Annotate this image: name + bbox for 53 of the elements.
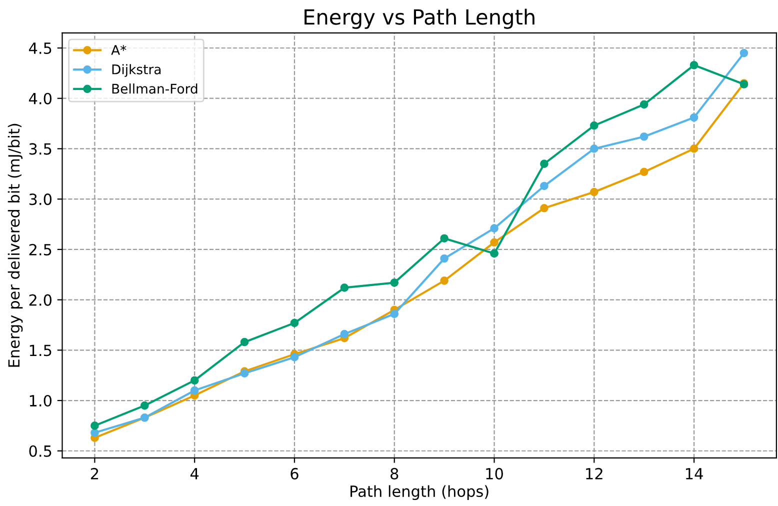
x-tick-label: 2: [90, 468, 98, 480]
point: [440, 254, 448, 263]
point: [690, 60, 698, 70]
point: [590, 144, 598, 153]
y-tick-label: 1.0: [30, 394, 52, 407]
x-tick-label: 8: [390, 468, 398, 480]
point: [690, 144, 698, 153]
point: [690, 113, 698, 122]
point: [190, 376, 199, 385]
x-tick-label: 10: [486, 468, 503, 480]
point: [90, 422, 99, 430]
point: [440, 276, 448, 285]
y-tick-label: 0.5: [29, 445, 52, 457]
y-tick-label: 4.5: [28, 42, 52, 54]
point: [390, 278, 399, 287]
point: [240, 338, 249, 346]
point: [290, 318, 299, 328]
x-tick-label: 4: [190, 468, 199, 480]
y-axis-title: Energy per delivered bit (mJ/bit): [8, 124, 23, 367]
y-tick-label: 3.5: [29, 143, 52, 155]
point: [390, 310, 399, 318]
point: [90, 428, 99, 437]
point: [290, 353, 299, 362]
point: [540, 204, 548, 212]
point: [540, 182, 548, 190]
point: [540, 160, 548, 168]
point: [340, 284, 349, 292]
point: [590, 188, 598, 196]
x-tick-label: 14: [686, 468, 703, 480]
y-tick-label: 2.5: [29, 244, 52, 256]
point: [340, 330, 349, 338]
y-tick-label: 4.0: [28, 92, 52, 104]
y-tick-label: 3.0: [29, 194, 52, 206]
y-tick-label: 1.5: [30, 344, 52, 356]
point: [640, 100, 648, 109]
y-tick-label: 2.0: [29, 294, 52, 306]
point: [440, 234, 448, 243]
x-axis-title: Path length (hops): [350, 485, 488, 500]
point: [740, 48, 748, 58]
legend-label: A*: [111, 45, 126, 55]
legend-label: Dijkstra: [112, 64, 161, 77]
point: [640, 132, 648, 141]
point: [140, 401, 149, 410]
point: [490, 249, 498, 258]
legend-label: Bellman-Ford: [112, 84, 198, 94]
point: [190, 386, 199, 395]
x-tick-label: 6: [290, 468, 298, 480]
point: [590, 121, 598, 130]
x-tick-label: 12: [586, 468, 602, 480]
point: [490, 224, 498, 232]
chart-title: Energy vs Path Length: [304, 8, 534, 29]
point: [640, 168, 648, 176]
point: [490, 238, 498, 247]
